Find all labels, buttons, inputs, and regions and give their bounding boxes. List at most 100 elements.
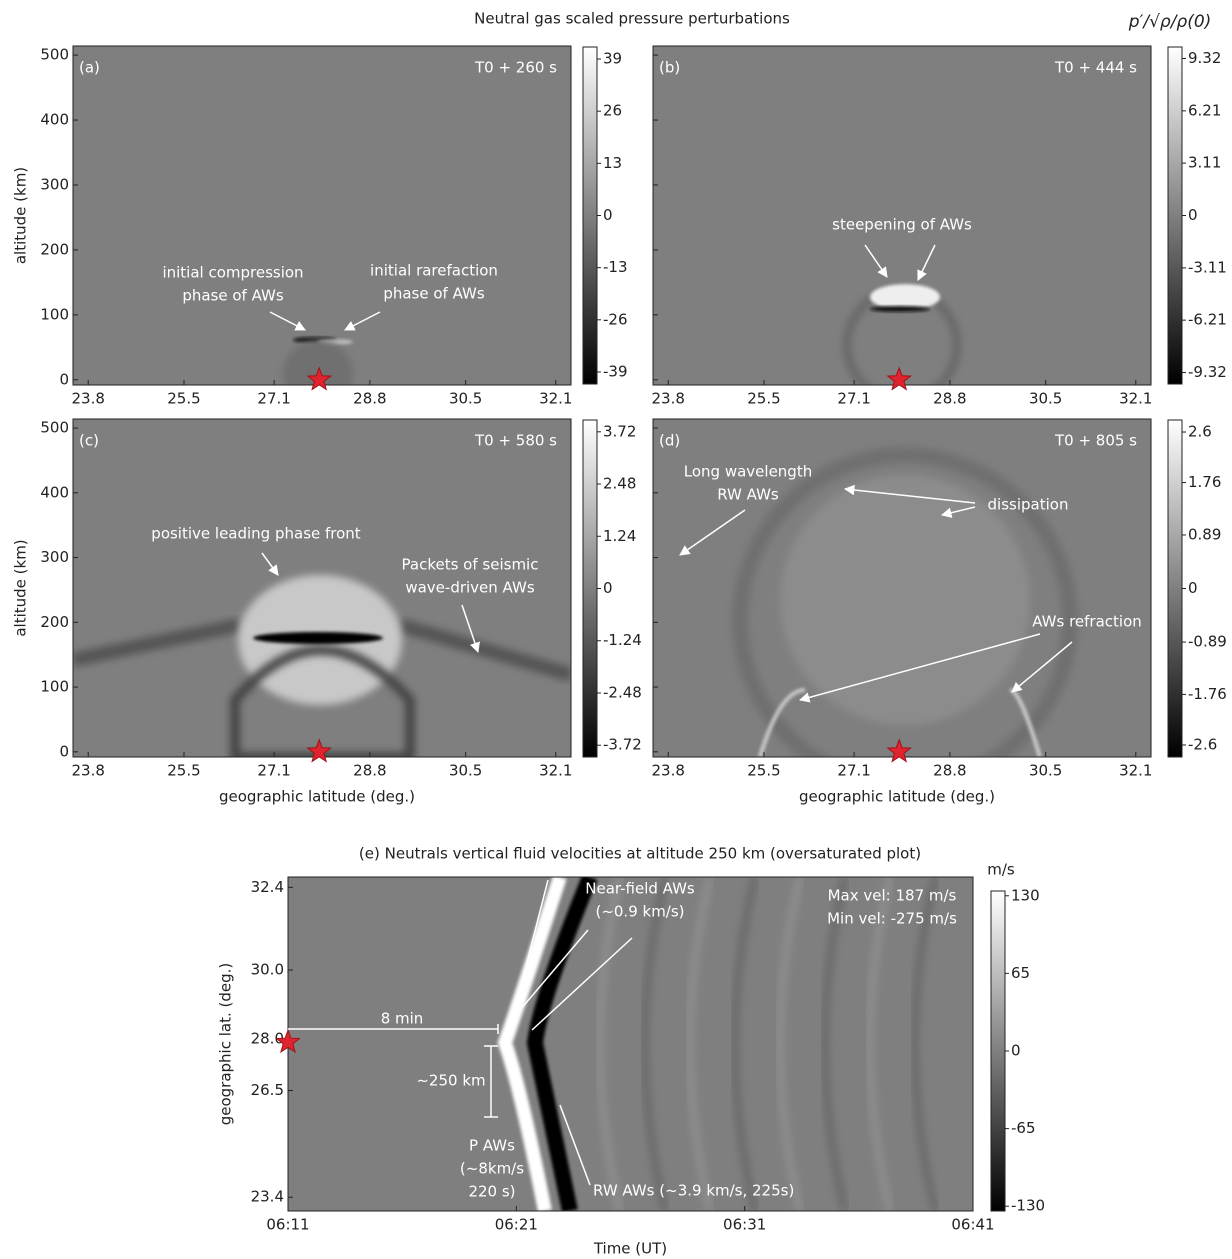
x-tick-label: 06:21 bbox=[495, 1216, 538, 1234]
colorbar-tick-label: -39 bbox=[603, 362, 628, 380]
annotation: phase of AWs bbox=[383, 285, 485, 303]
annotation: steepening of AWs bbox=[832, 216, 972, 234]
annotation: Long wavelength bbox=[684, 463, 812, 481]
time-label: T0 + 260 s bbox=[474, 59, 557, 77]
annotation: phase of AWs bbox=[182, 287, 284, 305]
colorbar-tick-label: -65 bbox=[1011, 1119, 1036, 1137]
colorbar-tick-label: -0.89 bbox=[1188, 633, 1227, 651]
x-tick-label: 30.5 bbox=[449, 762, 482, 780]
colorbar-tick-label: 65 bbox=[1011, 964, 1030, 982]
colorbar bbox=[583, 47, 597, 384]
annotation: RW AWs bbox=[717, 486, 779, 504]
y-tick-label: 200 bbox=[40, 240, 69, 258]
time-label: T0 + 444 s bbox=[1054, 59, 1137, 77]
annotation: 8 min bbox=[381, 1010, 424, 1028]
x-tick-label: 30.5 bbox=[1029, 390, 1062, 408]
x-tick-label: 32.1 bbox=[539, 390, 572, 408]
colorbar-tick-label: 9.32 bbox=[1188, 49, 1221, 67]
x-axis-label: Time (UT) bbox=[593, 1240, 667, 1258]
panel-label: (b) bbox=[659, 59, 680, 77]
x-tick-label: 28.8 bbox=[353, 390, 386, 408]
x-tick-label: 25.5 bbox=[747, 762, 780, 780]
annotation: Min vel: -275 m/s bbox=[827, 910, 957, 928]
y-tick-label: 0 bbox=[59, 370, 69, 388]
x-tick-label: 30.5 bbox=[449, 390, 482, 408]
y-tick-label: 23.4 bbox=[251, 1188, 284, 1206]
panel-label: (c) bbox=[79, 432, 99, 450]
x-tick-label: 25.5 bbox=[167, 390, 200, 408]
y-tick-label: 500 bbox=[40, 419, 69, 437]
y-tick-label: 26.5 bbox=[251, 1081, 284, 1099]
x-tick-label: 23.8 bbox=[652, 390, 685, 408]
x-tick-label: 32.1 bbox=[1119, 762, 1152, 780]
y-tick-label: 400 bbox=[40, 111, 69, 129]
colorbar-tick-label: -1.24 bbox=[603, 631, 642, 649]
x-tick-label: 32.1 bbox=[539, 762, 572, 780]
panel: 23.825.527.128.830.532.1(b)T0 + 444 s9.3… bbox=[652, 46, 1227, 408]
annotation: AWs refraction bbox=[1032, 613, 1142, 631]
colorbar-tick-label: -6.21 bbox=[1188, 311, 1227, 329]
x-axis-label: geographic latitude (deg.) bbox=[219, 788, 415, 806]
x-tick-label: 23.8 bbox=[72, 762, 105, 780]
plot-area bbox=[73, 46, 571, 385]
field-feature bbox=[870, 306, 930, 312]
colorbar-tick-label: 6.21 bbox=[1188, 101, 1221, 119]
time-label: T0 + 805 s bbox=[1054, 432, 1137, 450]
colorbar-tick-label: 2.48 bbox=[603, 475, 636, 493]
colorbar-tick-label: 2.6 bbox=[1188, 423, 1212, 441]
colorbar-tick-label: 26 bbox=[603, 102, 622, 120]
panel: 23.825.527.128.830.532.10100200300400500… bbox=[12, 46, 628, 410]
annotation: initial rarefaction bbox=[370, 262, 498, 280]
colorbar-tick-label: 13 bbox=[603, 154, 622, 172]
colorbar-tick-label: -1.76 bbox=[1188, 685, 1227, 703]
y-tick-label: 100 bbox=[40, 305, 69, 323]
x-tick-label: 06:31 bbox=[723, 1216, 766, 1234]
x-tick-label: 27.1 bbox=[837, 390, 870, 408]
colorbar-tick-label: -3.72 bbox=[603, 736, 642, 754]
x-tick-label: 28.8 bbox=[353, 762, 386, 780]
annotation: P AWs bbox=[469, 1137, 515, 1155]
annotation: positive leading phase front bbox=[151, 525, 361, 543]
colorbar-tick-label: 1.24 bbox=[603, 527, 636, 545]
colorbar-tick-label: -13 bbox=[603, 258, 628, 276]
y-tick-label: 200 bbox=[40, 613, 69, 631]
colorbar-tick-label: -2.48 bbox=[603, 683, 642, 701]
colorbar bbox=[991, 891, 1005, 1211]
colorbar-tick-label: 0 bbox=[1188, 579, 1198, 597]
annotation: ~250 km bbox=[416, 1072, 485, 1090]
x-axis-label: geographic latitude (deg.) bbox=[799, 788, 995, 806]
colorbar-tick-label: -9.32 bbox=[1188, 363, 1227, 381]
annotation: RW AWs (~3.9 km/s, 225s) bbox=[593, 1182, 794, 1200]
x-tick-label: 25.5 bbox=[167, 762, 200, 780]
colorbar bbox=[1168, 47, 1182, 384]
y-axis-label: altitude (km) bbox=[12, 539, 30, 636]
annotation: dissipation bbox=[988, 496, 1069, 514]
colorbar-tick-label: 0 bbox=[1011, 1042, 1021, 1060]
y-tick-label: 100 bbox=[40, 678, 69, 696]
field-feature bbox=[253, 632, 383, 644]
colorbar bbox=[1168, 420, 1182, 757]
y-tick-label: 300 bbox=[40, 548, 69, 566]
annotation: (~0.9 km/s) bbox=[595, 903, 684, 921]
x-tick-label: 25.5 bbox=[747, 390, 780, 408]
y-tick-label: 0 bbox=[59, 742, 69, 760]
x-tick-label: 06:41 bbox=[951, 1216, 994, 1234]
panel: 23.825.527.128.830.532.1geographic latit… bbox=[652, 419, 1227, 806]
y-tick-label: 500 bbox=[40, 46, 69, 64]
x-tick-label: 32.1 bbox=[1119, 390, 1152, 408]
annotation: Packets of seismic bbox=[402, 556, 539, 574]
colorbar-tick-label: -2.6 bbox=[1188, 735, 1217, 753]
panel-title: (e) Neutrals vertical fluid velocities a… bbox=[359, 845, 921, 863]
x-tick-label: 23.8 bbox=[72, 390, 105, 408]
y-tick-label: 300 bbox=[40, 175, 69, 193]
x-tick-label: 27.1 bbox=[837, 762, 870, 780]
annotation: Near-field AWs bbox=[585, 880, 695, 898]
x-tick-label: 28.8 bbox=[933, 762, 966, 780]
x-tick-label: 27.1 bbox=[257, 762, 290, 780]
y-tick-label: 30.0 bbox=[251, 960, 284, 978]
colorbar-tick-label: -3.11 bbox=[1188, 258, 1227, 276]
x-tick-label: 30.5 bbox=[1029, 762, 1062, 780]
colorbar-tick-label: 0.89 bbox=[1188, 525, 1221, 543]
time-label: T0 + 580 s bbox=[474, 432, 557, 450]
